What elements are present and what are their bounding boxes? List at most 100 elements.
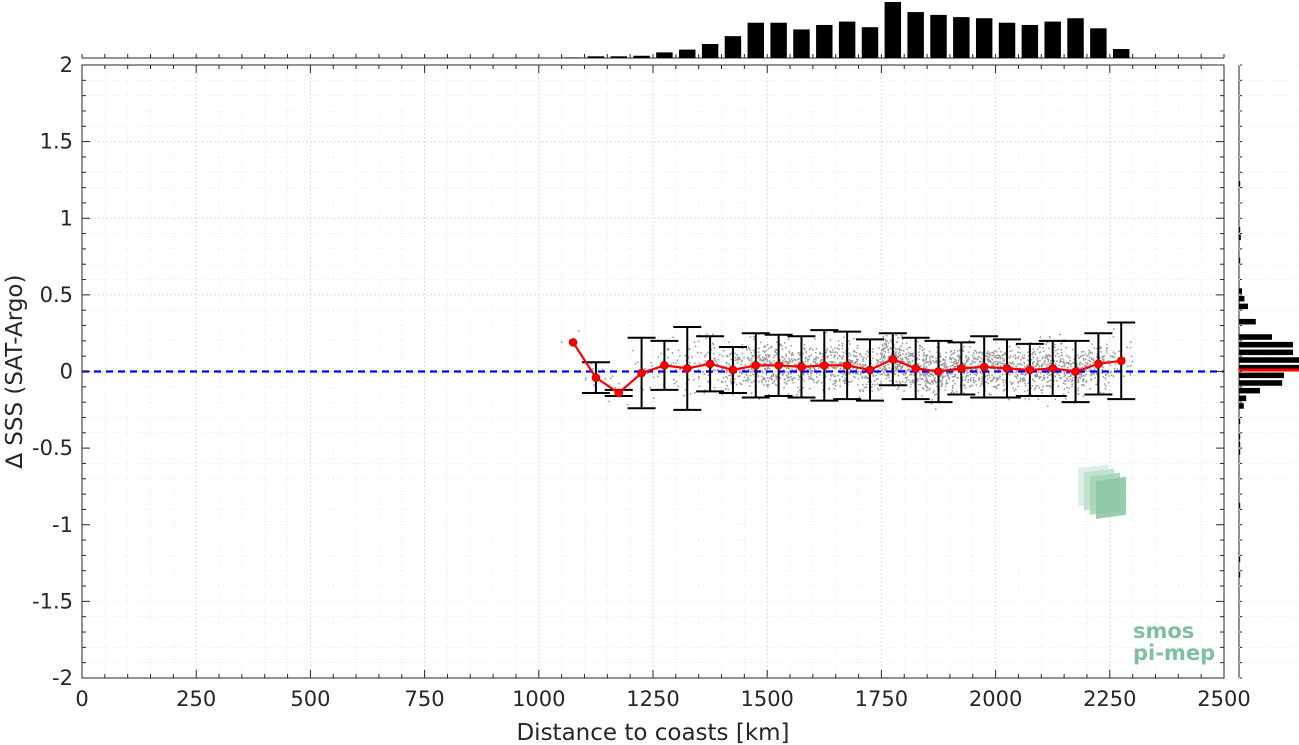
scatter-point (1034, 387, 1037, 390)
scatter-point (1088, 370, 1090, 372)
scatter-point (636, 361, 639, 364)
scatter-point (1038, 375, 1040, 378)
scatter-point (825, 351, 827, 354)
logo-text-line2: pi-mep (1133, 641, 1215, 665)
scatter-point (974, 373, 976, 375)
scatter-point (1095, 383, 1097, 386)
scatter-point (651, 364, 653, 367)
scatter-point (796, 393, 798, 396)
scatter-point (809, 347, 812, 350)
scatter-point (883, 348, 886, 350)
scatter-point (1090, 343, 1093, 345)
scatter-point (830, 354, 833, 356)
scatter-point (934, 376, 936, 379)
scatter-point (1003, 389, 1006, 392)
scatter-point (608, 400, 610, 403)
scatter-point (894, 348, 897, 351)
scatter-point (951, 389, 954, 392)
scatter-point (952, 391, 955, 394)
scatter-point (956, 376, 959, 379)
scatter-point (867, 377, 869, 380)
scatter-point (741, 343, 744, 346)
scatter-point (878, 389, 880, 391)
scatter-point (895, 380, 898, 383)
scatter-point (716, 363, 719, 365)
x-tick-label: 750 (405, 687, 445, 711)
scatter-point (805, 356, 807, 359)
scatter-point (896, 357, 899, 359)
scatter-point (849, 360, 852, 362)
scatter-point (745, 374, 748, 376)
scatter-point (989, 354, 992, 356)
scatter-point (757, 374, 760, 377)
scatter-point (792, 359, 795, 362)
scatter-point (741, 359, 743, 362)
scatter-point (980, 380, 983, 383)
top-hist-bar (793, 29, 810, 58)
right-hist-bar (1239, 433, 1241, 440)
scatter-point (978, 352, 980, 354)
scatter-point (1090, 357, 1093, 359)
scatter-point (1082, 354, 1085, 357)
scatter-point (993, 356, 995, 359)
scatter-point (841, 347, 844, 350)
right-hist-bar (1239, 234, 1241, 241)
scatter-point (1038, 365, 1041, 367)
scatter-point (841, 358, 843, 360)
scatter-point (911, 381, 914, 384)
scatter-point (930, 362, 932, 365)
scatter-point (951, 364, 954, 367)
scatter-point (1034, 353, 1037, 356)
scatter-point (943, 365, 946, 368)
scatter-point (784, 360, 786, 363)
scatter-point (981, 353, 983, 356)
scatter-point (1070, 363, 1072, 366)
scatter-point (1063, 375, 1065, 378)
scatter-point (1080, 384, 1083, 386)
scatter-point (861, 375, 864, 378)
scatter-point (1039, 359, 1041, 362)
scatter-point (1039, 376, 1042, 379)
scatter-point (765, 372, 768, 375)
scatter-point (788, 379, 790, 382)
scatter-point (834, 355, 837, 357)
scatter-point (838, 380, 841, 382)
scatter-point (887, 348, 889, 351)
scatter-point (1076, 365, 1079, 368)
scatter-point (1069, 359, 1071, 362)
scatter-point (884, 369, 887, 371)
scatter-point (865, 353, 867, 355)
scatter-point (717, 358, 719, 361)
scatter-point (1066, 372, 1068, 375)
scatter-point (949, 356, 952, 359)
scatter-point (808, 369, 811, 372)
scatter-point (877, 360, 880, 363)
scatter-point (962, 350, 965, 353)
right-hist-bar (1239, 318, 1256, 325)
x-tick-label: 500 (290, 687, 330, 711)
top-hist-bar (907, 12, 924, 58)
scatter-point (1046, 405, 1049, 408)
scatter-point (743, 376, 746, 378)
scatter-point (1063, 379, 1066, 382)
scatter-point (939, 355, 942, 357)
scatter-point (809, 367, 811, 370)
scatter-point (834, 351, 837, 354)
scatter-point (1008, 345, 1011, 348)
scatter-point (1047, 358, 1049, 361)
scatter-point (704, 360, 707, 362)
scatter-point (787, 376, 790, 378)
scatter-point (698, 362, 701, 365)
scatter-point (745, 348, 748, 350)
scatter-point (918, 371, 921, 374)
scatter-point (774, 350, 776, 352)
scatter-point (862, 363, 864, 366)
scatter-point (1054, 398, 1057, 401)
scatter-point (1042, 356, 1045, 358)
scatter-point (844, 377, 846, 380)
scatter-point (839, 385, 842, 388)
scatter-point (1027, 359, 1029, 361)
scatter-point (1023, 361, 1026, 364)
scatter-point (1060, 348, 1063, 351)
scatter-point (1081, 363, 1084, 365)
